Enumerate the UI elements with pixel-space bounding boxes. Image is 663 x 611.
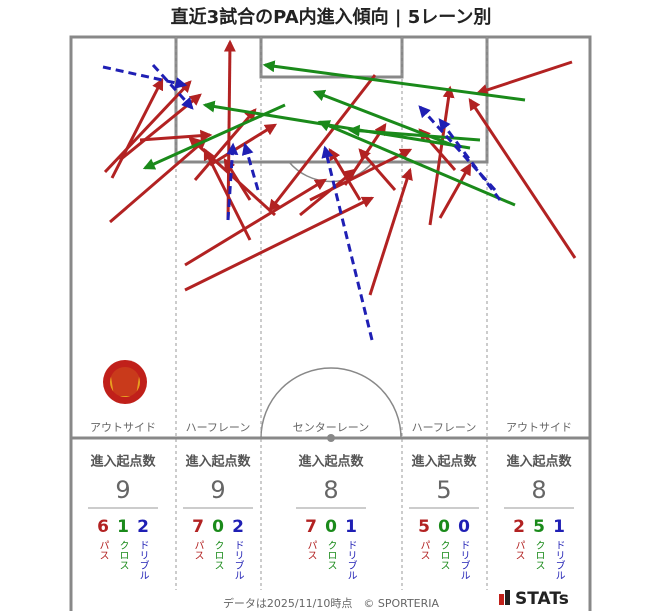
pitch xyxy=(69,35,592,611)
lane-name: ハーフレーン xyxy=(412,421,477,434)
arrow xyxy=(102,65,188,89)
arrow xyxy=(268,74,377,212)
arrow xyxy=(110,77,164,179)
arrow xyxy=(241,142,260,191)
breakdown-label: パス xyxy=(305,540,317,560)
breakdown-label: ドリブル xyxy=(553,540,565,580)
breakdown-label: ドリブル xyxy=(232,540,244,580)
arrow xyxy=(223,157,252,201)
footer: データは2025/11/10時点 © SPORTERIA xyxy=(223,596,440,610)
breakdown-value: 6 xyxy=(97,517,109,537)
breakdown-label: クロス xyxy=(533,540,544,570)
breakdown-label: クロス xyxy=(212,540,223,570)
lane-name: アウトサイド xyxy=(90,421,156,434)
breakdown-label: パス xyxy=(192,540,204,560)
arrow xyxy=(428,85,455,226)
arrow xyxy=(139,129,213,142)
breakdown-value: 1 xyxy=(117,517,129,537)
brand-mark xyxy=(499,594,504,605)
stat-label: 進入起点数 xyxy=(506,454,572,470)
stat-label: 進入起点数 xyxy=(90,454,156,470)
breakdown-label: ドリブル xyxy=(345,540,357,580)
arrow xyxy=(468,98,577,259)
arrow xyxy=(328,147,362,201)
arrow xyxy=(262,60,526,102)
arrow xyxy=(103,80,192,174)
stat-label: 進入起点数 xyxy=(411,454,477,470)
arrow xyxy=(347,124,481,142)
arrow xyxy=(312,89,461,150)
breakdown-value: 7 xyxy=(305,517,317,537)
arrow xyxy=(151,63,194,110)
breakdown-label: ドリブル xyxy=(137,540,149,580)
breakdown-value: 1 xyxy=(553,517,565,537)
arrow xyxy=(368,167,413,296)
breakdown-value: 0 xyxy=(325,517,337,537)
brand-mark xyxy=(505,590,510,605)
breakdown-label: パス xyxy=(97,540,109,560)
arrows xyxy=(102,39,577,341)
arrow xyxy=(202,100,471,150)
arrow xyxy=(321,145,374,341)
total: 9 xyxy=(210,476,225,504)
breakdown-value: 0 xyxy=(458,517,470,537)
breakdown-label: クロス xyxy=(117,540,128,570)
arrow xyxy=(184,196,375,292)
lane-name: ハーフレーン xyxy=(186,421,251,434)
total: 8 xyxy=(323,476,338,504)
club-logo xyxy=(103,360,147,404)
lane-name: センターレーン xyxy=(293,421,369,434)
total: 8 xyxy=(531,476,546,504)
breakdown-value: 5 xyxy=(533,517,545,537)
arrow xyxy=(209,123,278,167)
arrow xyxy=(475,60,573,96)
title: 直近3試合のPA内進入傾向 | 5レーン別 xyxy=(171,6,492,28)
breakdown-value: 1 xyxy=(345,517,357,537)
breakdown-label: ドリブル xyxy=(458,540,470,580)
arrow xyxy=(309,148,413,202)
arrow xyxy=(358,148,397,191)
breakdown-label: パス xyxy=(513,540,525,560)
lane-stats: アウトサイド進入起点数96パス1クロス2ドリブルハーフレーン進入起点数97パス0… xyxy=(88,421,574,580)
breakdown-value: 2 xyxy=(513,517,525,537)
breakdown-label: パス xyxy=(418,540,430,560)
arrow xyxy=(438,162,472,219)
breakdown-value: 2 xyxy=(137,517,149,537)
arrow xyxy=(184,178,328,267)
total: 9 xyxy=(115,476,130,504)
breakdown-value: 5 xyxy=(418,517,430,537)
arrow xyxy=(109,138,207,224)
breakdown-value: 0 xyxy=(212,517,224,537)
breakdown-label: クロス xyxy=(325,540,336,570)
stat-label: 進入起点数 xyxy=(185,454,251,470)
breakdown-value: 0 xyxy=(438,517,450,537)
breakdown-value: 7 xyxy=(192,517,204,537)
lane-name: アウトサイド xyxy=(506,421,572,434)
arrow xyxy=(438,118,502,201)
breakdown-label: クロス xyxy=(438,540,449,570)
total: 5 xyxy=(436,476,451,504)
breakdown-value: 2 xyxy=(232,517,244,537)
brand: STATs xyxy=(515,589,569,609)
stat-label: 進入起点数 xyxy=(298,454,364,470)
